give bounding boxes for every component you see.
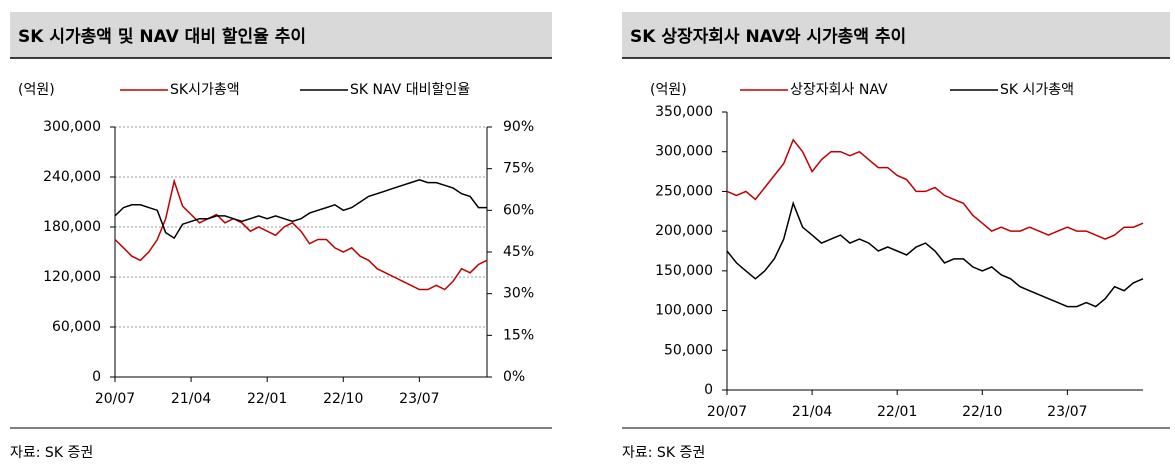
y2-tick-label: 45% xyxy=(503,244,534,260)
source: 자료: SK 증권 xyxy=(622,445,705,461)
y-tick-label: 350,000 xyxy=(655,104,713,120)
y-tick-label: 250,000 xyxy=(655,183,713,199)
x-tick-label: 23/07 xyxy=(1047,404,1087,420)
series-line xyxy=(114,178,488,291)
y-tick-label: 0 xyxy=(92,369,101,385)
y-unit: (억원) xyxy=(18,82,55,98)
y-unit: (억원) xyxy=(650,82,687,98)
y2-tick-label: 90% xyxy=(503,119,534,135)
y2-tick-label: 30% xyxy=(503,286,534,302)
chart-title: SK 시가총액 및 NAV 대비 할인율 추이 xyxy=(18,27,306,47)
y2-tick-label: 60% xyxy=(503,202,534,218)
legend-label: SK 시가총액 xyxy=(1000,82,1074,98)
x-tick-label: 22/01 xyxy=(877,404,917,420)
legend-label: SK시가총액 xyxy=(170,82,240,98)
y-tick-label: 240,000 xyxy=(43,169,101,185)
legend-label: 상장자회사 NAV xyxy=(790,82,888,98)
title-bar xyxy=(622,12,1170,58)
y-tick-label: 0 xyxy=(704,382,713,398)
x-tick-label: 22/01 xyxy=(247,391,287,407)
y-tick-label: 300,000 xyxy=(43,119,101,135)
x-tick-label: 20/07 xyxy=(707,404,747,420)
y-tick-label: 200,000 xyxy=(655,223,713,239)
x-tick-label: 21/04 xyxy=(792,404,832,420)
y-tick-label: 60,000 xyxy=(52,319,101,335)
x-tick-label: 22/10 xyxy=(962,404,1002,420)
y2-tick-label: 0% xyxy=(503,369,525,385)
source: 자료: SK 증권 xyxy=(10,445,93,461)
y-tick-label: 100,000 xyxy=(655,303,713,319)
y2-tick-label: 75% xyxy=(503,161,534,177)
y-tick-label: 300,000 xyxy=(655,144,713,160)
series-line xyxy=(114,179,487,240)
y-tick-label: 150,000 xyxy=(655,263,713,279)
legend-label: SK NAV 대비할인율 xyxy=(350,82,470,98)
y2-tick-label: 15% xyxy=(503,327,534,343)
x-tick-label: 21/04 xyxy=(171,391,211,407)
title-bar xyxy=(10,12,552,58)
x-tick-label: 23/07 xyxy=(399,391,439,407)
y-tick-label: 50,000 xyxy=(664,342,713,358)
x-tick-label: 22/10 xyxy=(323,391,363,407)
y-tick-label: 180,000 xyxy=(43,219,101,235)
x-tick-label: 20/07 xyxy=(95,391,135,407)
chart-title: SK 상장자회사 NAV와 시가총액 추이 xyxy=(630,27,906,47)
series-line xyxy=(726,138,1144,240)
series-line xyxy=(726,200,1144,308)
y-tick-label: 120,000 xyxy=(43,269,101,285)
